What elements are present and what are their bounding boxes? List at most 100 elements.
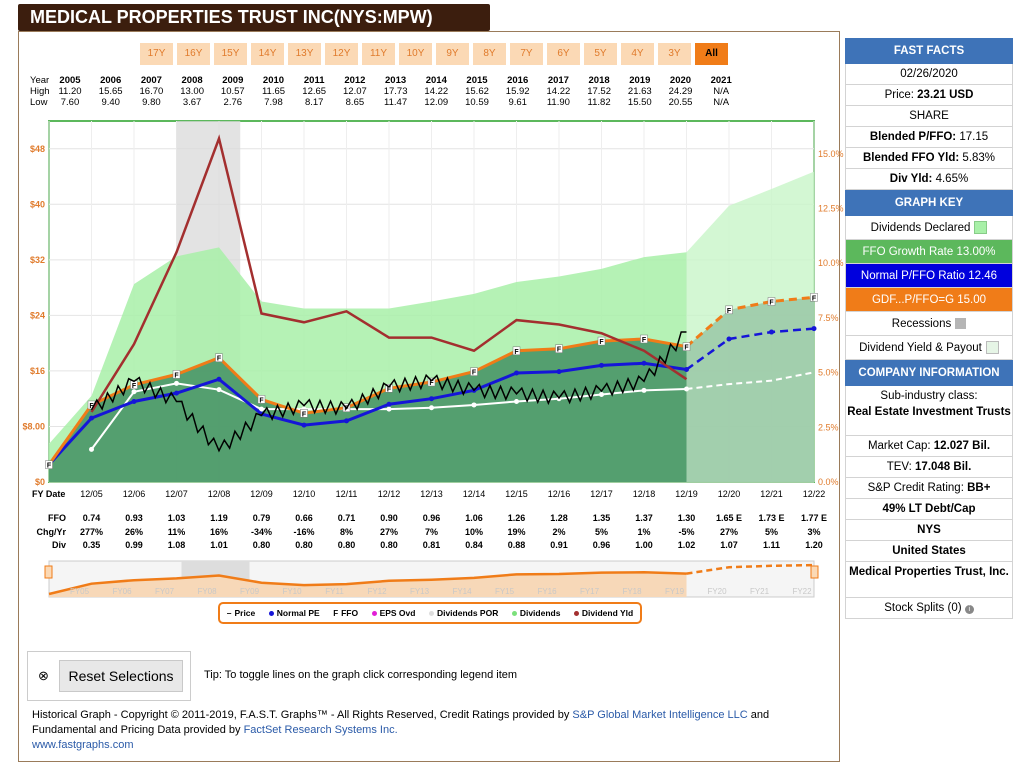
normal-pe-point (811, 326, 817, 332)
year-high-low-table: Year 2005 2006 2007 2008 2009 2010 2011 2012 2013… (26, 75, 816, 108)
dot-icon (371, 610, 377, 616)
fy-table-row-label: FFO (48, 513, 66, 523)
fy-table-chg-cell: 27% (720, 527, 738, 537)
normal-pffo-key[interactable]: Normal P/FFO Ratio 12.46 (845, 264, 1013, 288)
market-cap-label: Market Cap: (867, 440, 934, 452)
stock-splits-row[interactable]: Stock Splits (0) i (845, 598, 1013, 619)
recessions-key[interactable]: Recessions (845, 312, 1013, 336)
tev-value: 17.048 Bil. (915, 461, 972, 473)
year-table-high-cell: 14.22 (546, 86, 571, 97)
dot-icon (511, 610, 517, 616)
year-table-years-cell: 2018 (588, 75, 610, 86)
range-button-3y[interactable]: 3Y (658, 43, 691, 65)
ffo-marker (682, 342, 691, 351)
recession-swatch-icon (955, 318, 967, 330)
fy-table-div-cell: 0.91 (550, 540, 568, 550)
sp-rating-value: BB+ (967, 482, 991, 494)
range-button-5y[interactable]: 5Y (584, 43, 617, 65)
gdf-key[interactable]: GDF...P/FFO=G 15.00 (845, 288, 1013, 312)
normal-pe-point (429, 396, 434, 402)
fy-table-div-cell: 1.07 (720, 540, 738, 550)
range-button-11y[interactable]: 11Y (362, 43, 395, 65)
ffo-marker-label: F (514, 349, 519, 356)
range-button-6y[interactable]: 6Y (547, 43, 580, 65)
ffo-growth-key[interactable]: FFO Growth Rate 13.00% (845, 240, 1013, 264)
legend-item[interactable]: Dividends (511, 608, 560, 618)
ffo-projection-line (685, 295, 815, 348)
normal-pe-point (89, 415, 94, 421)
fy-table-chg-cell: -34% (251, 527, 272, 537)
range-button-15y[interactable]: 15Y (214, 43, 247, 65)
navigator-label: FY05 (70, 587, 90, 596)
range-button-17y[interactable]: 17Y (140, 43, 173, 65)
dividends-declared-label: Dividends Declared (870, 222, 971, 234)
year-table-high-cell: 12.07 (343, 86, 367, 97)
ffo-marker-label: F (387, 386, 392, 393)
high-row-label: High (30, 86, 50, 97)
year-row-label: Year (30, 75, 50, 86)
range-button-13y[interactable]: 13Y (288, 43, 321, 65)
year-table-low-cell: 12.09 (424, 97, 449, 108)
legend-item[interactable]: F FFO (333, 608, 358, 618)
range-button-7y[interactable]: 7Y (510, 43, 543, 65)
legend-item[interactable]: – Price (227, 608, 256, 618)
ffo-marker-label: F (47, 463, 52, 470)
legend-item[interactable]: Dividends POR (428, 608, 498, 618)
year-table-low-cell: 15.50 (627, 97, 652, 108)
sp-rating-label: S&P Credit Rating: (867, 482, 968, 494)
dividends-por-point (599, 392, 604, 398)
range-button-16y[interactable]: 16Y (177, 43, 210, 65)
range-button-4y[interactable]: 4Y (621, 43, 654, 65)
dividends-declared-key[interactable]: Dividends Declared (845, 216, 1013, 240)
ffo-marker-label: F (174, 372, 179, 379)
close-circle-icon: ⊗ (38, 668, 49, 683)
year-table-years-cell: 2017 (547, 75, 569, 86)
range-button-9y[interactable]: 9Y (436, 43, 469, 65)
info-icon[interactable]: i (964, 605, 974, 614)
legend-item[interactable]: Normal PE (268, 608, 320, 618)
range-button-8y[interactable]: 8Y (473, 43, 506, 65)
range-button-all[interactable]: All (695, 43, 728, 65)
legend-item[interactable]: Dividend Yld (573, 608, 633, 618)
year-table-years-cell: 2013 (385, 75, 407, 86)
fy-table-chg-cell: 2% (552, 527, 565, 537)
tip-text: Tip: To toggle lines on the graph click … (204, 669, 518, 681)
price-row: Price: 23.21 USD (845, 85, 1013, 106)
dot-icon (268, 610, 274, 616)
sp-rating-row: S&P Credit Rating: BB+ (845, 478, 1013, 499)
blended-ffo-yld-value: 5.83% (962, 152, 996, 164)
fastgraphs-link[interactable]: www.fastgraphs.com (32, 739, 134, 751)
low-row-label: Low (30, 97, 48, 108)
fy-table-div-cell: 1.02 (678, 540, 696, 550)
normal-pe-point (684, 367, 689, 373)
div-yld-value: 4.65% (935, 173, 969, 185)
copyright-text-1: Historical Graph - Copyright © 2011-2019… (32, 709, 573, 721)
year-table-low-cell: 11.82 (587, 97, 611, 108)
legend-item[interactable]: EPS Ovd (371, 608, 415, 618)
fy-table-dates-cell: 12/12 (378, 489, 401, 499)
share-row: SHARE (845, 106, 1013, 127)
normal-pe-point (556, 369, 562, 375)
dividend-yield-payout-key[interactable]: Dividend Yield & Payout (845, 336, 1013, 360)
navigator-left-handle[interactable] (44, 565, 53, 579)
navigator-line (48, 571, 687, 596)
lt-debt-row: 49% LT Debt/Cap (845, 499, 1013, 520)
country-value: United States (892, 545, 966, 557)
sp-global-link[interactable]: S&P Global Market Intelligence LLC (572, 709, 748, 721)
navigator-right-handle[interactable] (810, 565, 819, 579)
chart-frame (18, 31, 840, 762)
factset-link[interactable]: FactSet Research Systems Inc. (243, 724, 398, 736)
ffo-marker (512, 346, 521, 356)
range-button-12y[interactable]: 12Y (325, 43, 358, 65)
year-table-high-cell: 10.57 (220, 86, 245, 97)
range-button-10y[interactable]: 10Y (399, 43, 432, 65)
fy-table-dates-cell: 12/09 (250, 489, 273, 499)
year-table-high-cell: 24.29 (668, 86, 693, 97)
year-table-high-cell: 17.52 (587, 86, 611, 97)
range-button-14y[interactable]: 14Y (251, 43, 284, 65)
ffo-line (47, 337, 687, 466)
reset-selections-button[interactable]: Reset Selections (59, 660, 183, 692)
div-yld-row: Div Yld: 4.65% (845, 169, 1013, 190)
ffo-marker-label: F (472, 370, 477, 377)
